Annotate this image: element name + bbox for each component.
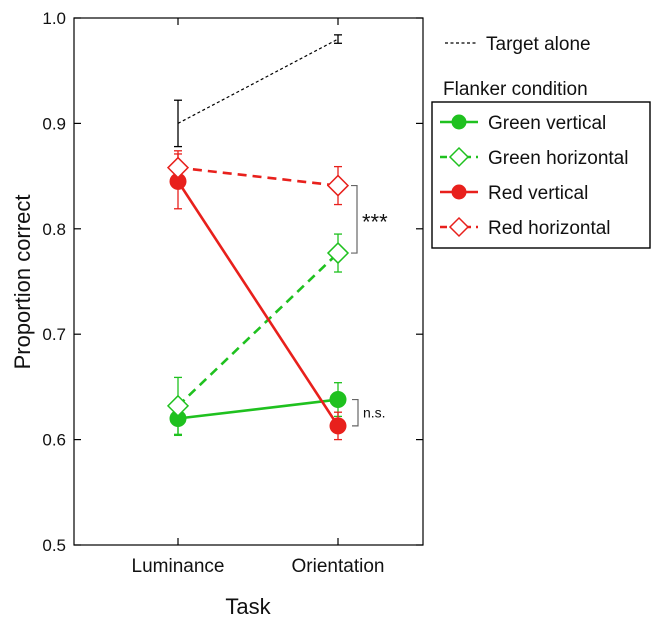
legend-box [431, 101, 651, 249]
legend-label-green-vertical: Green vertical [488, 113, 606, 134]
y-tick-label: 0.5 [42, 536, 66, 555]
red-horizontal-point [166, 156, 190, 179]
y-tick-label: 0.8 [42, 220, 66, 239]
target-alone-line [177, 38, 339, 124]
green-horizontal-line [177, 252, 339, 407]
x-tick-label-luminance: Luminance [132, 556, 225, 577]
legend-marker-green-vertical [451, 114, 467, 130]
series-target-alone [174, 34, 342, 148]
y-tick-label: 0.7 [42, 325, 66, 344]
red-vertical-point [329, 417, 347, 435]
y-axis-ticks: 0.5 0.6 0.7 0.8 0.9 1.0 [42, 9, 423, 555]
y-tick-label: 1.0 [42, 9, 66, 28]
legend-marker-red-horizontal [448, 216, 470, 238]
significance-annotations: *** n.s. [351, 184, 388, 427]
annotation-bracket-line [351, 184, 358, 254]
legend-title: Flanker condition [443, 79, 588, 100]
green-horizontal-point [166, 394, 190, 417]
legend-item-green-horizontal: Green horizontal [440, 146, 628, 169]
legend-item-red-vertical: Red vertical [440, 183, 588, 204]
x-axis-label: Task [225, 594, 271, 619]
red-horizontal-line [177, 166, 339, 187]
y-axis-label: Proportion correct [10, 195, 35, 370]
series-red-vertical [169, 153, 347, 441]
legend-label-red-vertical: Red vertical [488, 183, 588, 204]
legend-marker-red-vertical [451, 184, 467, 200]
annotation-label: *** [362, 209, 388, 234]
legend: Green vertical Green horizontal Red vertic… [440, 113, 628, 239]
legend-marker-green-horizontal [448, 146, 470, 168]
x-axis-ticks: Luminance Orientation [132, 18, 385, 577]
legend-item-red-horizontal: Red horizontal [440, 216, 611, 239]
red-horizontal-point [326, 174, 350, 197]
annotation-bracket: *** [351, 184, 388, 254]
series-red-horizontal [166, 150, 350, 206]
annotation-label: n.s. [363, 405, 386, 421]
green-horizontal-point [326, 241, 350, 265]
y-tick-label: 0.6 [42, 431, 66, 450]
series-marks [166, 34, 350, 441]
green-vertical-line [177, 398, 339, 420]
legend-label-green-horizontal: Green horizontal [488, 148, 628, 169]
legend-target-alone: Target alone [445, 34, 591, 55]
annotation-bracket: n.s. [352, 398, 386, 427]
series-green-horizontal [166, 233, 350, 435]
legend-target-alone-label: Target alone [486, 34, 591, 55]
legend-item-green-vertical: Green vertical [440, 113, 606, 134]
x-tick-label-orientation: Orientation [292, 556, 385, 577]
red-vertical-line [176, 180, 340, 427]
y-tick-label: 0.9 [42, 114, 66, 133]
legend-label-red-horizontal: Red horizontal [488, 218, 611, 239]
series-green-vertical [169, 382, 347, 437]
plot-frame [73, 17, 424, 546]
green-vertical-point [329, 391, 347, 409]
annotation-bracket-line [352, 398, 359, 427]
